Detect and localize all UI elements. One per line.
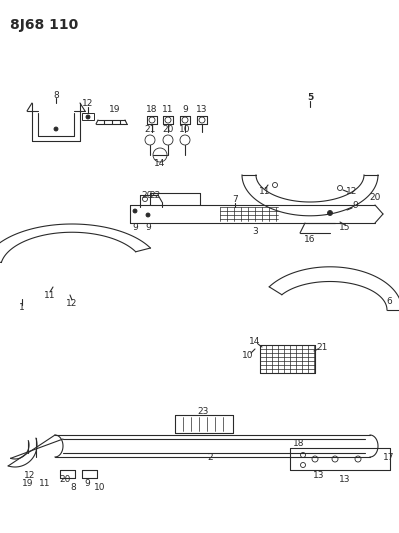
Text: 13: 13 (313, 472, 325, 481)
Text: 8J68 110: 8J68 110 (10, 18, 78, 32)
Text: 23: 23 (198, 407, 209, 416)
Text: 19: 19 (22, 479, 34, 488)
Text: 12: 12 (24, 471, 36, 480)
Text: 10: 10 (242, 351, 254, 360)
Text: 8: 8 (70, 483, 76, 492)
Text: 11: 11 (259, 188, 271, 197)
Text: 18: 18 (146, 106, 158, 115)
Text: 20: 20 (162, 125, 174, 134)
Text: 7: 7 (232, 196, 238, 205)
Text: 9: 9 (182, 106, 188, 115)
Text: 11: 11 (162, 106, 174, 115)
Text: 13: 13 (339, 475, 351, 484)
Text: 11: 11 (39, 479, 51, 488)
Text: 2: 2 (207, 454, 213, 463)
Text: 1: 1 (19, 303, 25, 312)
Text: 3: 3 (252, 228, 258, 237)
Text: 19: 19 (109, 106, 121, 115)
Text: 8: 8 (53, 91, 59, 100)
Circle shape (86, 115, 90, 119)
Text: 18: 18 (293, 440, 305, 448)
Text: 16: 16 (304, 236, 316, 245)
Text: 21: 21 (316, 343, 328, 352)
Circle shape (328, 211, 332, 215)
Text: 20: 20 (141, 191, 153, 200)
Text: 20: 20 (369, 193, 381, 203)
Text: 17: 17 (383, 453, 395, 462)
Text: 14: 14 (249, 337, 261, 346)
Text: 12: 12 (82, 99, 94, 108)
Text: 20: 20 (59, 475, 71, 484)
Text: 5: 5 (307, 93, 313, 102)
Text: 9: 9 (132, 223, 138, 232)
Bar (82, 113, 94, 120)
Text: 9: 9 (84, 479, 90, 488)
Text: 13: 13 (196, 106, 208, 115)
Circle shape (54, 127, 58, 131)
Text: 12: 12 (346, 188, 358, 197)
Text: 11: 11 (44, 290, 56, 300)
Text: 12: 12 (66, 298, 78, 308)
Text: 9: 9 (352, 200, 358, 209)
Circle shape (146, 213, 150, 217)
Text: 14: 14 (154, 158, 166, 167)
Text: 22: 22 (149, 191, 161, 200)
Text: 21: 21 (144, 125, 156, 134)
Text: 10: 10 (94, 483, 106, 492)
Text: 9: 9 (145, 223, 151, 232)
Text: 10: 10 (179, 125, 191, 134)
Circle shape (133, 209, 137, 213)
Text: 6: 6 (386, 297, 392, 306)
Text: 15: 15 (339, 223, 351, 232)
